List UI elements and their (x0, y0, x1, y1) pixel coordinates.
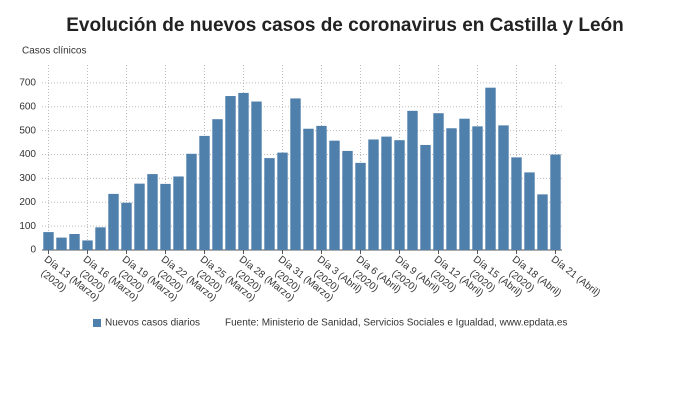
y-tick-label: 700 (19, 78, 36, 89)
y-tick-label: 200 (19, 197, 36, 208)
y-tick-label: 0 (30, 245, 36, 256)
bar (316, 125, 327, 250)
bar (329, 140, 340, 250)
bar (381, 136, 392, 250)
bar (147, 174, 158, 250)
bar (56, 237, 67, 250)
bar (472, 126, 483, 250)
bar (160, 183, 171, 250)
bar (394, 140, 405, 250)
y-axis-label: Casos clínicos (22, 46, 86, 57)
y-tick-label: 500 (19, 125, 36, 136)
bar (43, 232, 54, 250)
bar (433, 113, 444, 250)
bar (303, 128, 314, 250)
bar (69, 234, 80, 250)
bar (537, 194, 548, 250)
bar (95, 227, 106, 250)
bar (511, 157, 522, 250)
bar (550, 154, 561, 250)
y-tick-label: 600 (19, 101, 36, 112)
bar (173, 176, 184, 250)
y-tick-label: 300 (19, 173, 36, 184)
y-tick-label: 100 (19, 221, 36, 232)
source-note: Fuente: Ministerio de Sanidad, Servicios… (225, 318, 567, 329)
bar (134, 183, 145, 250)
bar (446, 128, 457, 250)
bar (251, 101, 262, 250)
bar (121, 202, 132, 250)
y-tick-label: 400 (19, 149, 36, 160)
bar (290, 98, 301, 250)
legend-swatch (93, 319, 101, 327)
bar (108, 193, 119, 250)
bar (342, 150, 353, 250)
bar (225, 96, 236, 250)
bar (264, 158, 275, 250)
bar (368, 139, 379, 250)
bar (485, 87, 496, 250)
legend-label: Nuevos casos diarios (105, 318, 200, 329)
bar (277, 152, 288, 250)
bar (355, 162, 366, 250)
bar (459, 118, 470, 250)
bar (407, 110, 418, 250)
bar (212, 119, 223, 250)
bar (498, 125, 509, 250)
bar (82, 240, 93, 250)
bar (186, 153, 197, 250)
bar (199, 135, 210, 250)
bar (524, 172, 535, 250)
chart-title: Evolución de nuevos casos de coronavirus… (66, 15, 624, 36)
bar (238, 92, 249, 250)
bar (420, 144, 431, 250)
